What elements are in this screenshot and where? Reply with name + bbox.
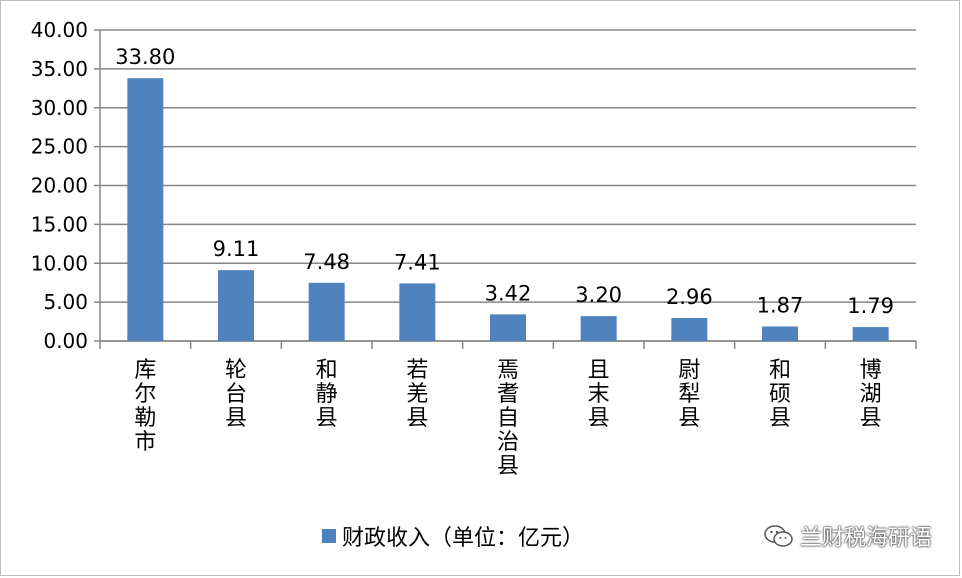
bar — [490, 314, 526, 341]
y-tick-label: 0.00 — [43, 329, 88, 353]
bar — [762, 326, 798, 341]
bar — [580, 316, 617, 341]
watermark-text: 兰财税海研语 — [799, 526, 932, 551]
y-tick-label: 35.00 — [31, 57, 88, 81]
y-tick-label: 15.00 — [31, 212, 88, 236]
bar — [399, 283, 436, 341]
y-tick-label: 10.00 — [31, 251, 88, 275]
bar — [127, 78, 164, 341]
y-tick-label: 30.00 — [31, 96, 88, 120]
bar — [671, 317, 708, 341]
data-label: 3.42 — [485, 281, 532, 305]
category-label: 尉犁县 — [678, 358, 700, 431]
data-label: 2.96 — [666, 285, 713, 309]
category-label: 和硕县 — [769, 358, 791, 431]
category-label: 焉耆自治县 — [497, 358, 519, 479]
bar — [218, 270, 254, 341]
data-label: 3.20 — [575, 283, 622, 307]
watermark: 兰财税海研语 — [764, 520, 932, 552]
y-tick-label: 20.00 — [31, 174, 88, 198]
legend: 财政收入（单位：亿元） — [322, 520, 584, 552]
data-label: 7.41 — [394, 250, 441, 274]
category-label: 若羌县 — [406, 358, 428, 431]
category-label: 且末县 — [588, 358, 610, 431]
legend-label: 财政收入（单位：亿元） — [342, 526, 585, 551]
data-label: 9.11 — [213, 237, 260, 261]
wechat-icon — [764, 525, 793, 547]
data-label: 1.79 — [847, 294, 894, 318]
data-label: 1.87 — [757, 293, 804, 317]
bar — [308, 282, 345, 341]
category-label: 轮台县 — [225, 358, 247, 431]
y-tick-label: 25.00 — [31, 135, 88, 159]
data-label: 7.48 — [303, 250, 350, 274]
y-tick-label: 40.00 — [31, 18, 88, 42]
data-label: 33.80 — [115, 45, 175, 69]
category-label: 和静县 — [316, 358, 338, 431]
category-label: 博湖县 — [860, 358, 882, 431]
legend-swatch — [322, 529, 336, 543]
y-tick-label: 5.00 — [43, 290, 88, 314]
bar — [852, 327, 889, 341]
category-label: 库尔勒市 — [134, 358, 156, 455]
